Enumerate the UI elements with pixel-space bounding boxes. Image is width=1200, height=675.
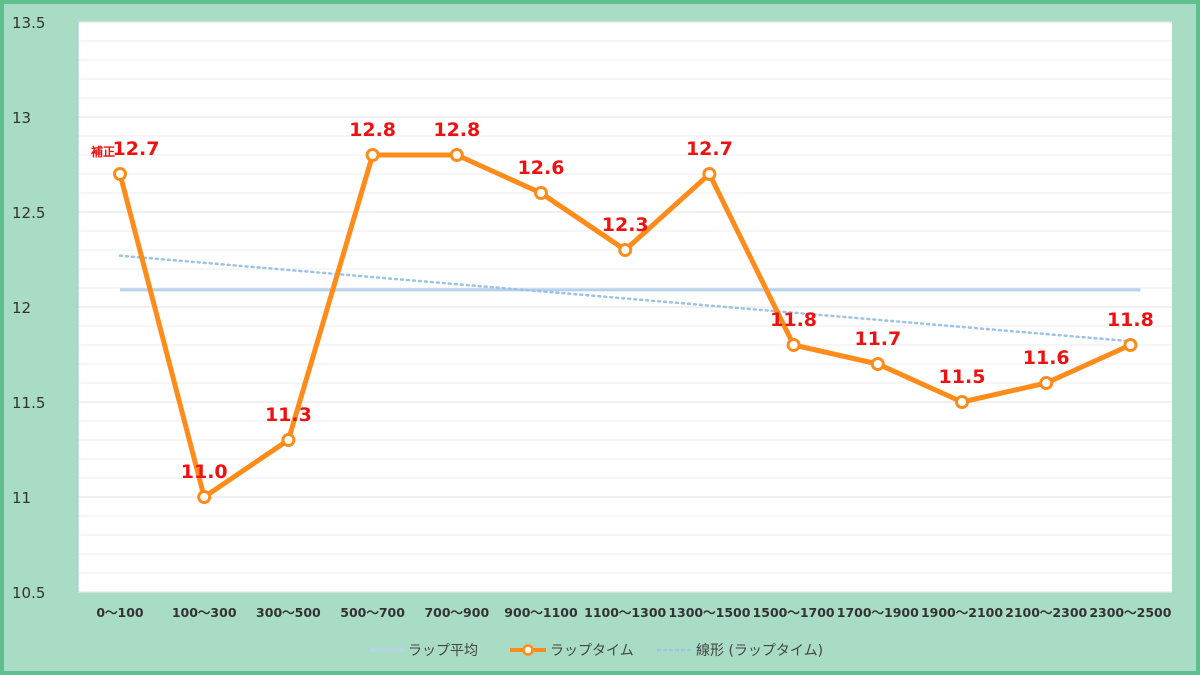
- data-label: 11.8: [770, 309, 817, 331]
- x-tick-label: 1900～2100: [921, 605, 1003, 620]
- lap-time-point: [281, 433, 296, 447]
- data-label: 11.3: [265, 404, 312, 426]
- x-tick-label: 700～900: [424, 605, 489, 620]
- data-label: 12.3: [602, 214, 649, 236]
- grid-lines: [78, 21, 1172, 593]
- lap-time-point: [534, 186, 548, 200]
- x-tick-label: 100～300: [172, 605, 237, 620]
- legend-average-label: ラップ平均: [408, 643, 478, 659]
- first-label-prefix: 補正: [90, 144, 115, 159]
- x-tick-label: 300～500: [256, 605, 321, 620]
- lap-time-point: [955, 395, 969, 409]
- lap-time-point: [618, 243, 633, 257]
- x-tick-label: 1500～1700: [753, 605, 835, 620]
- data-label: 12.8: [433, 119, 480, 141]
- x-tick-label: 1100～1300: [584, 605, 666, 620]
- x-tick-label: 1300～1500: [668, 605, 750, 620]
- lap-time-point: [197, 490, 212, 504]
- data-label: 11.8: [1107, 309, 1154, 331]
- lap-time-point: [449, 148, 464, 162]
- legend-trend-label: 線形 (ラップタイム): [696, 643, 823, 659]
- trend-line: [118, 254, 1132, 343]
- y-tick-label: 13: [12, 109, 31, 127]
- legend: ラップ平均 ラップタイム 線形 (ラップタイム): [370, 643, 823, 659]
- y-tick-label: 13.5: [12, 14, 45, 32]
- legend-lap-time-label: ラップタイム: [550, 643, 634, 659]
- lap-time-point: [786, 338, 801, 352]
- y-tick-label: 11: [12, 489, 31, 507]
- data-label: 11.5: [939, 366, 986, 388]
- y-tick-label: 11.5: [12, 394, 45, 412]
- data-label: 11.0: [181, 461, 228, 483]
- x-tick-label: 2300～2500: [1089, 605, 1171, 620]
- data-label: 12.7: [686, 138, 733, 160]
- lap-time-point: [870, 357, 885, 371]
- lap-time-markers: [113, 148, 1138, 504]
- x-axis-ticks: 0～100 100～300 300～500 500～700 700～900 90…: [96, 605, 1171, 620]
- y-tick-label: 12.5: [12, 204, 45, 222]
- y-tick-label: 10.5: [12, 584, 45, 602]
- y-axis-ticks: 10.5 11 11.5 12 12.5 13 13.5: [12, 14, 45, 602]
- data-labels: 補正 12.7 11.0 11.3 12.8 12.8 12.6 12.3 12…: [90, 119, 1154, 483]
- x-tick-label: 1700～1900: [837, 605, 919, 620]
- data-label: 11.6: [1023, 347, 1070, 369]
- lap-time-point: [1039, 376, 1054, 390]
- data-label: 12.8: [349, 119, 396, 141]
- x-tick-label: 500～700: [340, 605, 405, 620]
- y-tick-label: 12: [12, 299, 31, 317]
- x-tick-label: 0～100: [96, 605, 144, 620]
- x-tick-label: 2100～2300: [1005, 605, 1087, 620]
- data-label: 11.7: [854, 328, 901, 350]
- data-label: 12.6: [518, 157, 565, 179]
- legend-lap-time-marker: [522, 644, 534, 656]
- lap-time-point: [702, 167, 717, 181]
- lap-time-point: [1123, 338, 1138, 352]
- x-tick-label: 900～1100: [504, 605, 578, 620]
- lap-time-point: [113, 167, 127, 181]
- lap-time-point: [365, 148, 380, 162]
- data-label: 12.7: [113, 138, 160, 160]
